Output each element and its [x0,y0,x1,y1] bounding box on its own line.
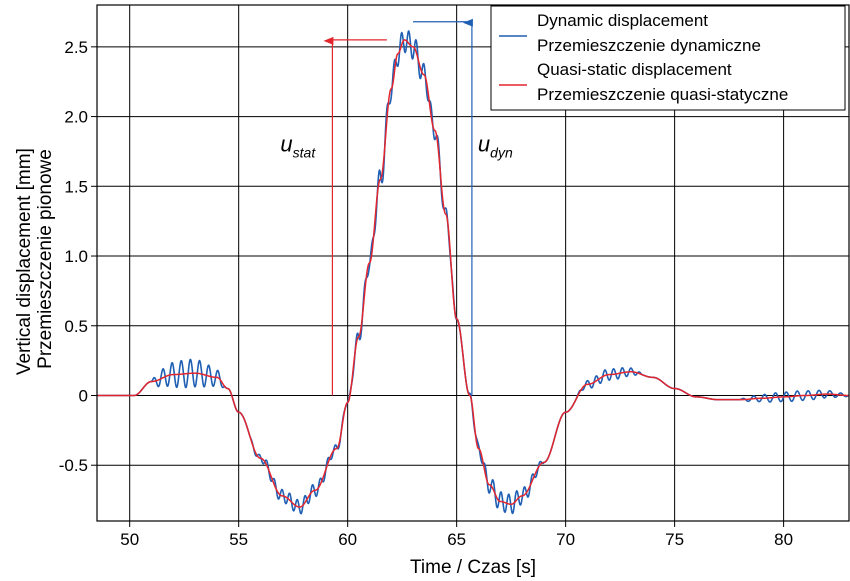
x-tick-label: 70 [556,530,575,549]
series-line-quasi-static [96,39,850,508]
legend-label-quasi-static-pl: Przemieszczenie quasi-statyczne [537,85,788,104]
y-tick-label: 2.0 [64,108,88,127]
y-axis-label-line-2: Przemieszczenie pionowe [35,149,56,369]
y-tick-label: 2.5 [64,38,88,57]
ustat-label: ustat [280,131,316,160]
series-layer [96,30,850,515]
y-tick-label: 1.0 [64,247,88,266]
y-axis-label-line-1: Vertical displacement [mm] [14,148,35,375]
x-tick-label: 65 [447,530,466,549]
legend-label-dynamic-pl: Przemieszczenie dynamiczne [537,36,761,55]
y-tick-labels: -0.5 0 0.5 1.0 1.5 2.0 2.5 [59,38,97,475]
x-tick-labels: 50 55 60 65 70 75 80 [120,521,793,549]
legend-label-dynamic-en: Dynamic displacement [537,11,708,30]
x-tick-label: 80 [774,530,793,549]
y-tick-label: -0.5 [59,456,88,475]
x-tick-label: 60 [338,530,357,549]
x-tick-label: 55 [229,530,248,549]
legend: Dynamic displacement Przemieszczenie dyn… [490,5,846,111]
y-tick-label: 0 [79,386,88,405]
y-tick-label: 1.5 [64,177,88,196]
x-axis-label: Time / Czas [s] [410,557,536,578]
x-tick-label: 50 [120,530,139,549]
annotation-layer: ustat udyn [280,18,513,396]
legend-box [490,5,846,111]
udyn-label: udyn [478,131,513,160]
plot-frame [96,4,850,522]
legend-label-quasi-static-en: Quasi-static displacement [537,60,732,79]
x-tick-label: 75 [665,530,684,549]
y-tick-label: 0.5 [64,317,88,336]
y-axis-label: Vertical displacement [mm] Przemieszczen… [14,143,56,375]
